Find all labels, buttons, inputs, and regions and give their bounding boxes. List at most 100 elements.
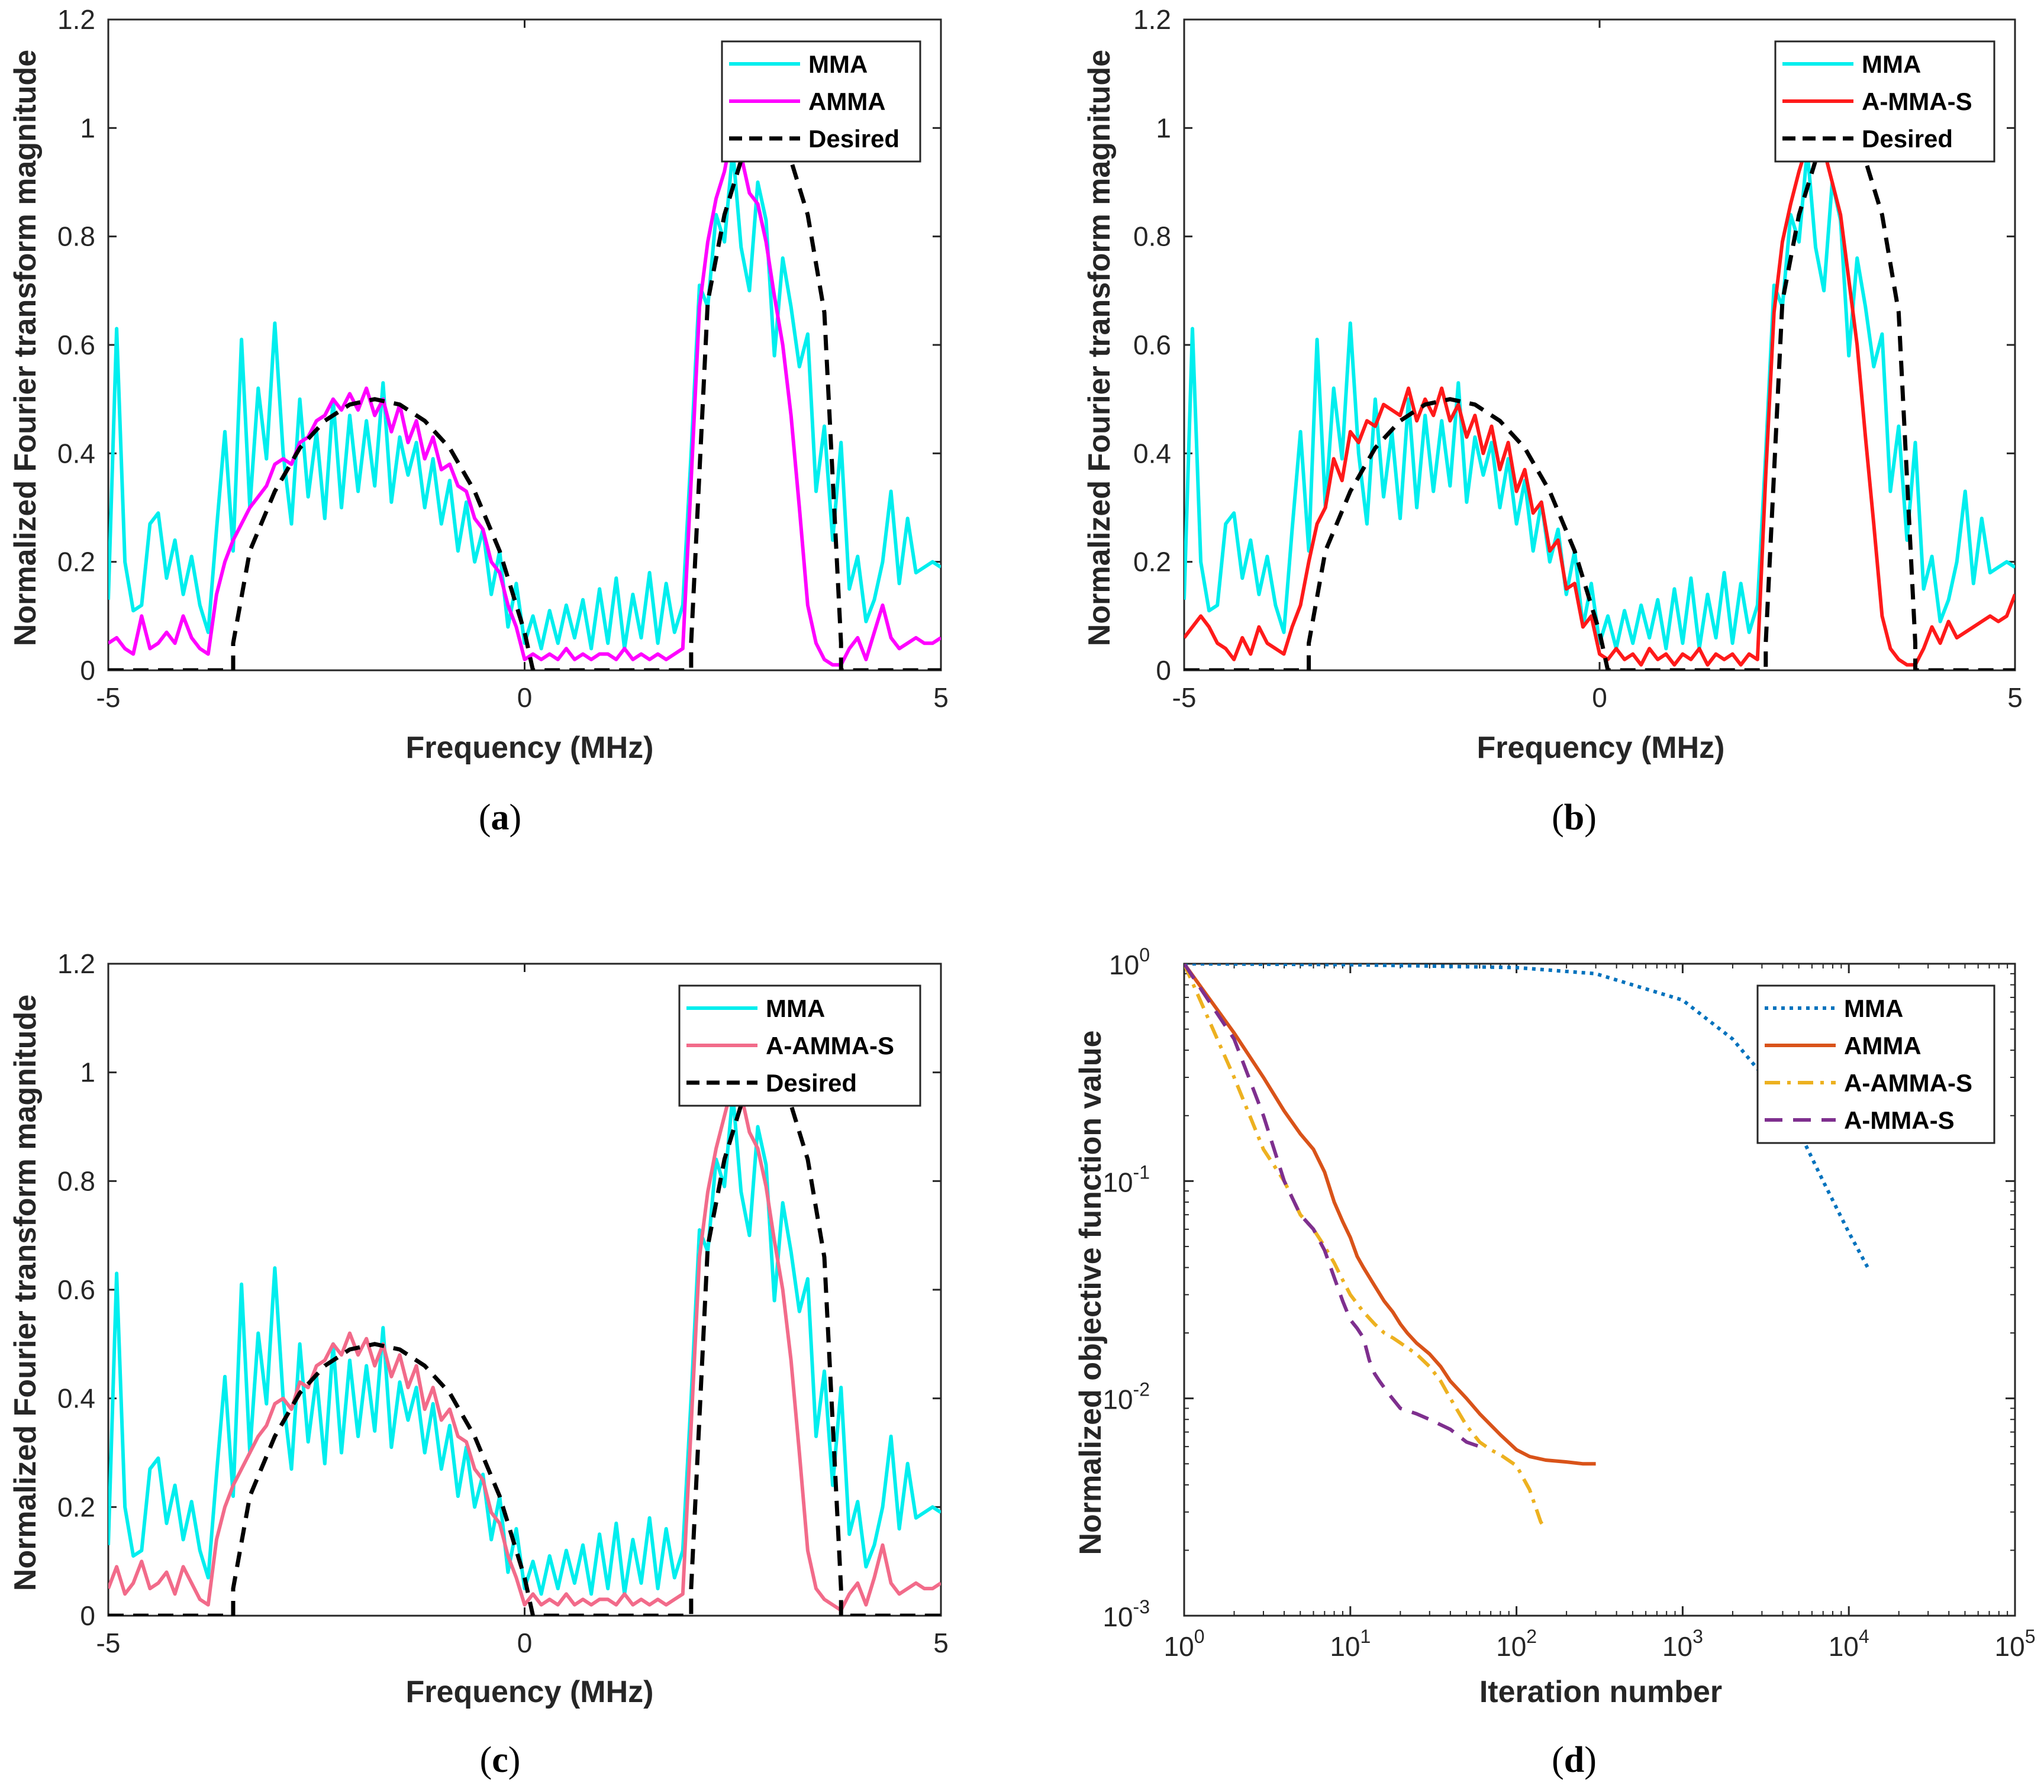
xtick-label-d: 105 <box>1995 1626 2036 1662</box>
plot-area-d: 100 101 102 103 104 10510-310-210-1100MMAAMMA… <box>1102 944 2035 1662</box>
ylabel-c: Normalized Fourier transform magnitude <box>8 995 43 1591</box>
series-line-mma <box>1184 148 2015 651</box>
series-group-c <box>108 1076 941 1616</box>
ytick-label-a: 1.2 <box>57 4 95 35</box>
ylabel-d: Normalized objective function value <box>1073 1030 1108 1555</box>
ytick-label-b: 0.2 <box>1133 547 1171 577</box>
xtick-label-a: -5 <box>96 682 121 713</box>
xtick-label-a: 0 <box>517 682 533 713</box>
ytick-exp-d: -2 <box>1133 1379 1150 1400</box>
ytick-label-c: 1.2 <box>57 948 95 979</box>
legend-label-desired: Desired <box>1862 125 1953 153</box>
xtick-label-c: 0 <box>517 1628 533 1658</box>
xtick-label-d: 103 <box>1662 1626 1703 1662</box>
ytick-label-c: 0.6 <box>57 1274 95 1305</box>
ytick-label-c: 0.2 <box>57 1491 95 1522</box>
xlabel-b: Frequency (MHz) <box>1477 731 1725 765</box>
series-group-a <box>108 126 941 670</box>
legend-box-d <box>1756 984 1995 1144</box>
ytick-label-b: 0 <box>1156 655 1171 686</box>
ytick-label-b: 0.4 <box>1133 438 1171 469</box>
legend-c: MMA A-AMMA-S Desired <box>678 984 921 1107</box>
ytick-label-a: 1 <box>80 112 95 143</box>
xtick-label-b: -5 <box>1172 682 1197 713</box>
xtick-exp-d: 0 <box>1194 1626 1205 1647</box>
series-line-desired <box>1184 131 2015 670</box>
series-line-a-mma-s <box>1184 964 1481 1449</box>
legend-label-desired: Desired <box>808 125 900 153</box>
ytick-exp-d: 0 <box>1139 944 1150 966</box>
ytick-label-d: 100 <box>1109 944 1150 980</box>
series-line-a-amma-s <box>1184 964 1547 1531</box>
legend-label-a-mma-s: A-MMA-S <box>1844 1106 1955 1134</box>
caption-d: (d) <box>1552 1740 1597 1780</box>
xlabel-a: Frequency (MHz) <box>406 731 654 765</box>
legend-label-mma: MMA <box>808 50 868 78</box>
series-line-amma <box>108 126 941 667</box>
xtick-exp-d: 3 <box>1692 1626 1703 1647</box>
panel-d: 100 101 102 103 104 10510-310-210-1100MMAAMMA… <box>1073 944 2035 1780</box>
panel-c: -5 0 500.20.40.60.811.2MMAA-AMMA-SDesired … <box>8 948 949 1780</box>
caption-a-letter: a <box>491 797 510 838</box>
ytick-label-d: 10-1 <box>1102 1161 1150 1197</box>
ytick-exp-d: -1 <box>1133 1161 1150 1183</box>
caption-d-letter: d <box>1564 1740 1584 1780</box>
xtick-label-c: -5 <box>96 1628 121 1658</box>
series-line-desired <box>108 131 941 670</box>
xtick-label-c: 5 <box>933 1628 949 1658</box>
legend-a: MMA AMMA Desired <box>721 40 921 163</box>
ytick-label-c: 0 <box>80 1600 95 1631</box>
xtick-label-a: 5 <box>933 682 949 713</box>
xtick-label-d: 102 <box>1496 1626 1537 1662</box>
series-line-a-amma-s <box>108 1081 941 1612</box>
series-group-d <box>1184 964 1869 1531</box>
legend-label-mma: MMA <box>1844 995 1903 1022</box>
legend-d: MMA AMMA A-AMMA-S A-MMA-S <box>1756 984 1995 1144</box>
ytick-label-c: 0.4 <box>57 1383 95 1414</box>
ytick-label-b: 0.6 <box>1133 330 1171 360</box>
xtick-exp-d: 5 <box>2025 1626 2036 1647</box>
ytick-label-d: 10-2 <box>1102 1379 1150 1415</box>
series-line-amma <box>1184 964 1596 1466</box>
ytick-label-a: 0 <box>80 655 95 686</box>
ytick-label-a: 0.4 <box>57 438 95 469</box>
caption-a: (a) <box>479 797 521 838</box>
ytick-label-b: 1.2 <box>1133 4 1171 35</box>
series-group-b <box>1184 131 2015 670</box>
ytick-label-d: 10-3 <box>1102 1596 1150 1632</box>
legend-label-a-mma-s: A-MMA-S <box>1862 88 1972 115</box>
caption-c-letter: c <box>492 1740 508 1780</box>
ytick-exp-d: -3 <box>1133 1596 1150 1617</box>
legend-label-mma: MMA <box>766 995 825 1022</box>
series-line-mma <box>108 148 941 651</box>
series-line-a-mma-s <box>1184 131 2015 667</box>
xtick-exp-d: 1 <box>1360 1626 1371 1647</box>
legend-label-mma: MMA <box>1862 50 1921 78</box>
xlabel-d: Iteration number <box>1479 1675 1722 1709</box>
ytick-label-a: 0.2 <box>57 547 95 577</box>
ylabel-a: Normalized Fourier transform magnitude <box>8 50 43 646</box>
ylabel-b: Normalized Fourier transform magnitude <box>1082 50 1117 646</box>
legend-label-desired: Desired <box>766 1069 857 1097</box>
caption-b: (b) <box>1552 797 1597 838</box>
xtick-label-d: 101 <box>1330 1626 1371 1662</box>
legend-label-amma: AMMA <box>808 88 886 115</box>
xlabel-c: Frequency (MHz) <box>406 1675 654 1709</box>
xtick-label-d: 100 <box>1164 1626 1205 1662</box>
ytick-label-c: 0.8 <box>57 1165 95 1196</box>
ytick-label-b: 0.8 <box>1133 221 1171 252</box>
legend-label-amma: AMMA <box>1844 1032 1922 1060</box>
xtick-label-b: 0 <box>1592 682 1607 713</box>
legend-label-a-amma-s: A-AMMA-S <box>1844 1069 1972 1097</box>
xtick-label-d: 104 <box>1829 1626 1869 1662</box>
ytick-label-c: 1 <box>80 1057 95 1088</box>
series-line-mma <box>108 1092 941 1596</box>
xtick-exp-d: 4 <box>1859 1626 1869 1647</box>
ytick-label-a: 0.8 <box>57 221 95 252</box>
